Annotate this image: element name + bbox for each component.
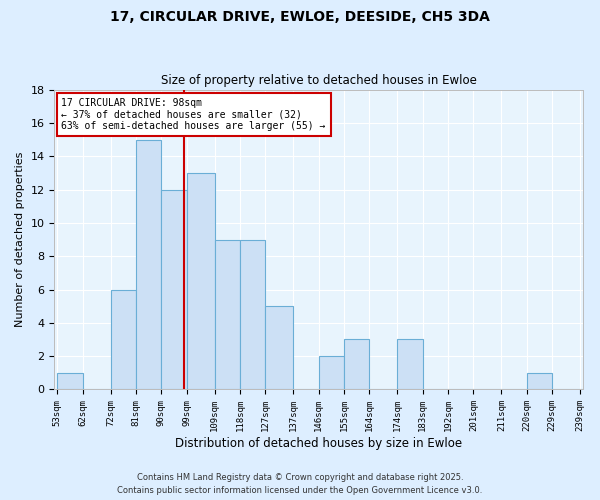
Text: Contains HM Land Registry data © Crown copyright and database right 2025.
Contai: Contains HM Land Registry data © Crown c… (118, 474, 482, 495)
X-axis label: Distribution of detached houses by size in Ewloe: Distribution of detached houses by size … (175, 437, 462, 450)
Bar (344, 340, 369, 390)
Bar (57, 373, 83, 390)
Text: 17 CIRCULAR DRIVE: 98sqm
← 37% of detached houses are smaller (32)
63% of semi-d: 17 CIRCULAR DRIVE: 98sqm ← 37% of detach… (61, 98, 326, 131)
Bar (527, 373, 552, 390)
Bar (319, 356, 344, 390)
Bar (240, 240, 265, 390)
Y-axis label: Number of detached properties: Number of detached properties (15, 152, 25, 327)
Bar (265, 306, 293, 390)
Bar (110, 290, 136, 390)
Bar (161, 190, 187, 390)
Bar (136, 140, 161, 390)
Text: 17, CIRCULAR DRIVE, EWLOE, DEESIDE, CH5 3DA: 17, CIRCULAR DRIVE, EWLOE, DEESIDE, CH5 … (110, 10, 490, 24)
Bar (397, 340, 423, 390)
Title: Size of property relative to detached houses in Ewloe: Size of property relative to detached ho… (161, 74, 476, 87)
Bar (215, 240, 240, 390)
Bar (187, 173, 215, 390)
